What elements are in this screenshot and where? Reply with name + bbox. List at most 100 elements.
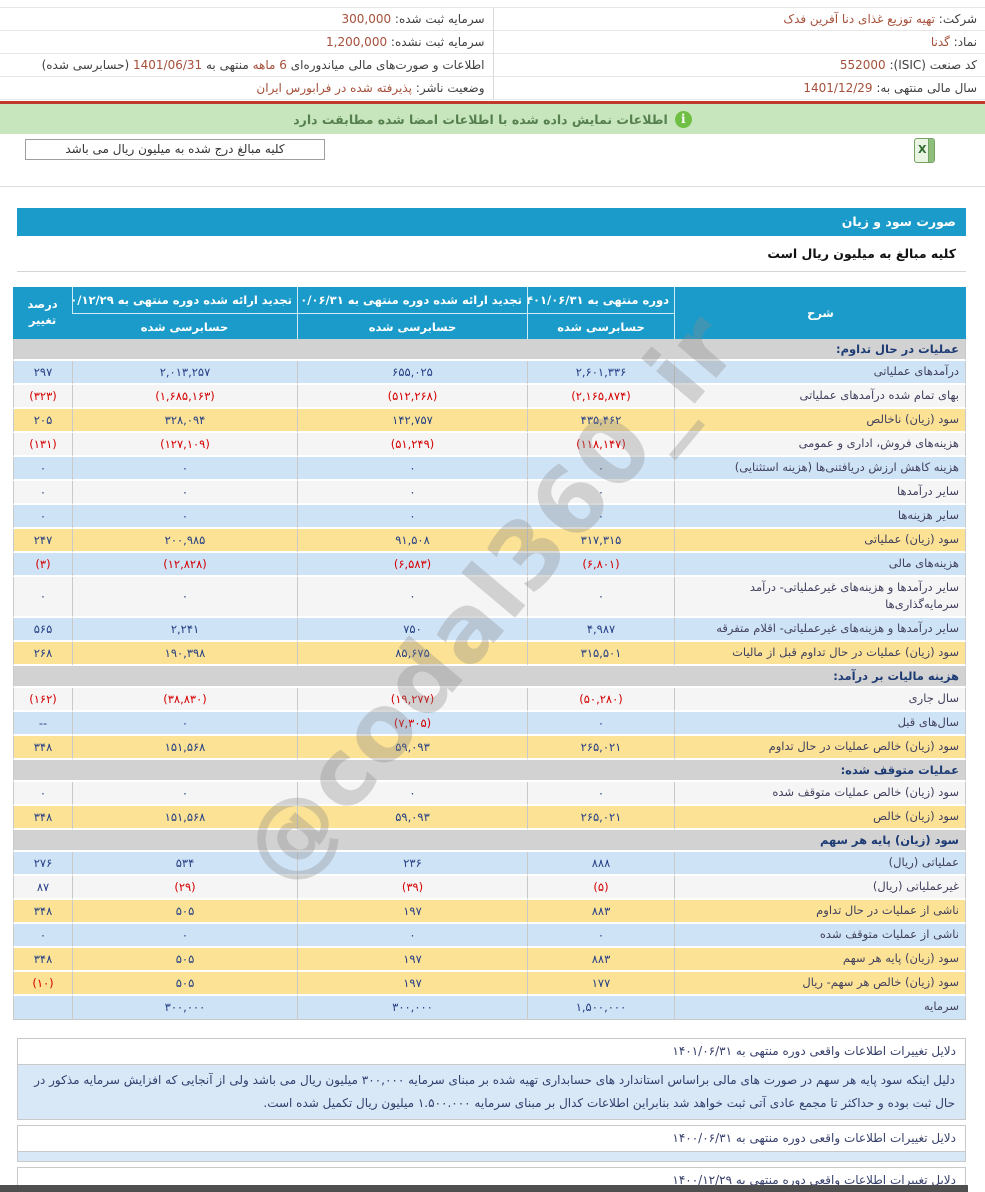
table-row: سایر درآمدها ۰ ۰ ۰ ۰ [13,481,966,505]
row-description-cell: سایر درآمدها [674,481,966,505]
info-label: منتهی به [202,58,253,72]
value-text: ۳۱۷,۳۱۵ [580,533,622,547]
table-row: سود (زیان) عملیاتی ۳۱۷,۳۱۵ ۹۱,۵۰۸ ۲۰۰,۹۸۵ ۲۴… [13,529,966,553]
value-text: (۳۹) [401,879,424,894]
statement-title-bar: صورت سود و زیان [17,208,966,236]
section-label: عملیات در حال تداوم: [13,339,966,361]
value-text: (۷,۳۰۵) [393,715,432,730]
section-label: سود (زیان) پایه هر سهم [13,829,966,852]
value-text: ۰ [181,461,189,475]
table-header: شرح دوره منتهی به ۱۴۰۱/۰۶/۳۱ تجدید ارائه… [13,287,966,339]
value-text: (۲۹) [174,879,196,894]
info-value: تهیه توزیع غذای دنا آفرین فدک [783,12,935,26]
value-text: ۳۴۸ [33,809,53,824]
value-cell: ۵۶۵ [13,617,72,642]
table-row: سایر هزینه‌ها ۰ ۰ ۰ ۰ [13,505,966,529]
info-value: 1401/12/29 [803,81,873,95]
value-text: ۰ [409,589,416,604]
row-description-cell: سایر درآمدها و هزینه‌های غیرعملیاتی- درآ… [674,577,966,618]
table-row: هزینه کاهش ارزش دریافتنی‌ها (هزینه استثن… [13,457,966,481]
info-label: سرمایه ثبت نشده: [387,35,485,49]
info-label: شرکت: [934,12,977,26]
info-icon: i [674,110,692,128]
value-cell: (۱۱۸,۱۴۷) [527,433,674,457]
toolbar-row: X کلیه مبالغ درج شده به میلیون ریال می ب… [0,134,985,186]
bottom-cutoff-bar [0,1185,968,1192]
value-text: ۳۴۸ [33,739,53,754]
capital-info-row: اطلاعات و صورت‌های مالی میاندوره‌ای 6 ما… [0,54,493,77]
capital-info-column: سرمایه ثبت شده: 300,000 سرمایه ثبت نشده: … [0,8,493,100]
value-text: ۱۹۰,۳۹۸ [164,645,206,660]
value-cell: ۰ [527,781,674,806]
table-row: سود (زیان) خالص هر سهم- ریال ۱۷۷ ۱۹۷ ۵۰۵ (۱۰… [13,971,966,996]
value-text: (۱۲,۸۲۸) [163,557,207,571]
row-description-cell: سایر هزینه‌ها [674,505,966,529]
value-cell: ۲۶۸ [13,641,72,666]
value-text: ۲,۰۱۳,۲۵۷ [159,365,211,379]
table-row: درآمدهای عملیاتی ۲,۶۰۱,۳۳۶ ۶۵۵,۰۲۵ ۲,۰۱۳,۲۵… [13,361,966,385]
value-text: ۰ [409,485,416,499]
value-cell: ۱۹۷ [297,971,527,996]
value-text: ۹۱,۵۰۸ [395,533,430,547]
value-text: ۰ [181,485,189,499]
value-text: ۳۰۰,۰۰۰ [164,1000,206,1014]
info-value: 552000 [839,58,886,72]
value-cell: ۱۷۷ [527,971,674,996]
company-info-row: نماد: گدنا [493,31,985,54]
excel-export-icon[interactable]: X [914,138,935,163]
row-description-cell: درآمدهای عملیاتی [674,361,966,385]
column-header-period-1401-06: دوره منتهی به ۱۴۰۱/۰۶/۳۱ [527,287,674,313]
value-text: ۳۴۸ [33,903,53,918]
value-cell: ۰ [297,781,527,806]
value-cell: ۲۷۶ [13,851,72,876]
row-description-cell: سایر درآمدها و هزینه‌های غیرعملیاتی- اقل… [674,617,966,642]
value-cell: ۳۰۰,۰۰۰ [72,995,297,1020]
value-cell: ۱۵۱,۵۶۸ [72,735,297,760]
value-cell: ۸۷ [13,875,72,900]
table-row: سود (زیان) ناخالص ۴۳۵,۴۶۲ ۱۴۲,۷۵۷ ۳۲۸,۰۹۴ ۲۰… [13,409,966,433]
info-label: نماد: [949,35,977,49]
note-body-text: دلیل اینکه سود پایه هر سهم در صورت های م… [17,1064,966,1121]
value-text: ۰ [39,589,47,604]
value-text: ۲۷۶ [33,855,53,870]
value-cell: ۰ [13,923,72,948]
table-row: هزینه‌های فروش، اداری و عمومی (۱۱۸,۱۴۷) (۵… [13,433,966,457]
value-cell: ۲,۶۰۱,۳۳۶ [527,361,674,385]
section-label: عملیات متوقف شده: [13,759,966,782]
value-text: ۰ [181,785,189,800]
value-cell: (۱۹,۲۷۷) [297,687,527,712]
value-text: ۰ [39,927,47,942]
column-subheader-audited-2: حسابرسی شده [297,313,527,339]
value-text: ۲۶۵,۰۲۱ [580,739,622,754]
value-text: ۲۳۶ [403,855,422,870]
note-empty-strip [17,1152,966,1163]
value-cell: (۶,۵۸۳) [297,553,527,577]
unit-note-box: کلیه مبالغ درج شده به میلیون ریال می باش… [25,139,325,160]
info-label: سرمایه ثبت شده: [391,12,485,26]
value-cell: ۲۰۵ [13,409,72,433]
value-cell: ۵۰۵ [72,971,297,996]
value-text: ۱۹۷ [403,951,422,966]
value-cell: ۲۴۷ [13,529,72,553]
value-text: ۲,۶۰۱,۳۳۶ [575,365,627,379]
info-value: 1,200,000 [326,35,388,49]
info-value: 1401/06/31 [133,58,203,72]
row-description-cell: هزینه کاهش ارزش دریافتنی‌ها (هزینه استثن… [674,457,966,481]
value-cell: (۵) [527,875,674,900]
value-text: ۸۸۳ [591,951,611,966]
value-cell: (۱۲,۸۲۸) [72,553,297,577]
row-description-cell: سود (زیان) خالص [674,805,966,830]
value-text: ۲۶۸ [33,645,53,660]
value-cell: (۱۲۷,۱۰۹) [72,433,297,457]
value-text: ۱۹۷ [403,903,422,918]
value-text: ۲۶۵,۰۲۱ [580,809,622,824]
row-description-cell: سود (زیان) عملیات در حال تداوم قبل از ما… [674,641,966,666]
value-cell: ۱۴۲,۷۵۷ [297,409,527,433]
value-cell: ۰ [297,577,527,618]
value-cell: ۰ [13,481,72,505]
notes-section: دلایل تغییرات اطلاعات واقعی دوره منتهی ب… [17,1037,966,1192]
value-text: ۸۸۸ [591,855,611,870]
value-text: ۱۹۷ [403,975,422,990]
value-cell: (۵۰,۲۸۰) [527,687,674,712]
value-text: (۵۱,۲۴۹) [390,437,435,451]
